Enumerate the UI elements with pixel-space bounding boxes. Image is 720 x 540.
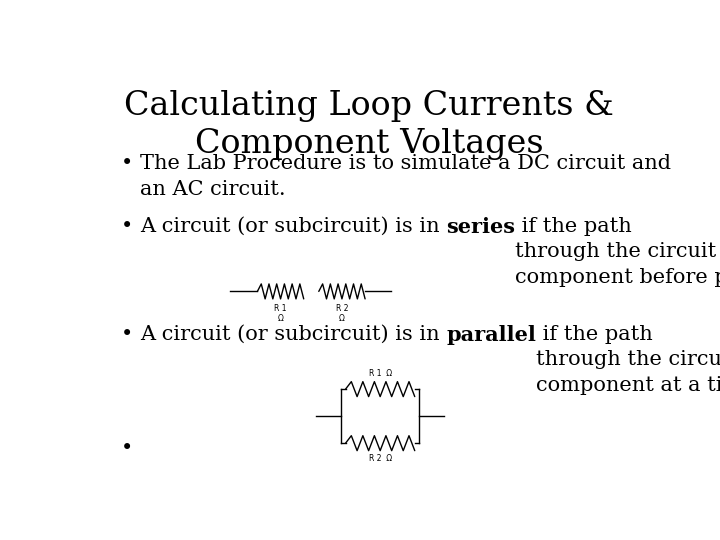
- Text: R 1  Ω: R 1 Ω: [369, 369, 392, 379]
- Text: if the path
through the circuit can be through more than one
component at a time: if the path through the circuit can be t…: [536, 325, 720, 395]
- Text: A circuit (or subcircuit) is in: A circuit (or subcircuit) is in: [140, 325, 446, 343]
- Text: R 1
Ω: R 1 Ω: [274, 304, 287, 322]
- Text: series: series: [446, 217, 516, 237]
- Text: •: •: [121, 217, 133, 235]
- Text: The Lab Procedure is to simulate a DC circuit and
an AC circuit.: The Lab Procedure is to simulate a DC ci…: [140, 154, 671, 199]
- Text: •: •: [121, 325, 133, 343]
- Text: •: •: [121, 154, 133, 173]
- Text: R 2  Ω: R 2 Ω: [369, 454, 392, 463]
- Text: R 2
Ω: R 2 Ω: [336, 304, 348, 322]
- Text: parallel: parallel: [446, 325, 536, 345]
- Text: Calculating Loop Currents &
Component Voltages: Calculating Loop Currents & Component Vo…: [124, 90, 614, 160]
- Text: A circuit (or subcircuit) is in: A circuit (or subcircuit) is in: [140, 217, 446, 235]
- Text: if the path
through the circuit passes through each
component before pass throug: if the path through the circuit passes t…: [516, 217, 720, 287]
- Text: •: •: [121, 439, 133, 458]
